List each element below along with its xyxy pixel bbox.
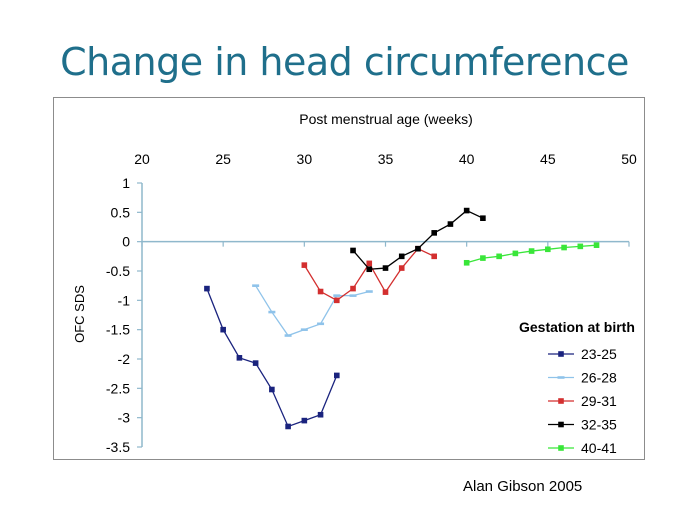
legend-swatch-marker [558,445,564,451]
legend-label: 23-25 [581,346,617,362]
series-line [352,209,484,270]
data-point [415,245,421,252]
data-point [431,253,437,260]
legend-item: 29-31 [548,393,617,409]
data-point [365,290,373,293]
legend: 23-25 26-28 29-31 32-35 40-41 [548,346,617,456]
data-point [349,294,357,297]
data-point [350,285,356,292]
series-line [206,288,338,428]
legend-item: 32-35 [548,417,617,433]
legend-item: 26-28 [548,370,617,386]
data-point [561,244,567,251]
data-point [366,260,373,267]
data-point [220,326,226,333]
data-point [301,262,308,268]
y-tick-label: -3.5 [106,439,130,455]
x-tick-label: 30 [297,151,313,167]
data-point [480,215,486,221]
y-tick-label: -3 [118,410,131,426]
y-axis-title: OFC SDS [72,285,87,343]
data-point [252,284,260,287]
series-32-35 [350,207,486,273]
legend-title: Gestation at birth [519,319,635,335]
data-point [317,322,325,326]
data-point [334,297,340,304]
y-tick-label: -1.5 [106,322,130,338]
data-point [300,328,308,331]
data-point [252,360,259,366]
data-point [382,265,389,271]
data-point [496,253,502,260]
legend-item: 40-41 [548,440,617,456]
y-tick-label: 1 [122,175,130,191]
axes: 1 0.5 0 -0.5 -1 -1.5 -2 -2.5 -3 -3.5 20 25 30 35 40 45 5… [106,151,637,455]
y-tick-label: -0.5 [106,263,130,279]
x-tick-label: 40 [459,151,475,167]
data-point [301,417,308,424]
data-point [284,334,292,337]
author-credit: Alan Gibson 2005 [463,478,583,495]
series-layer [204,207,600,430]
y-tick-label: 0 [122,234,130,250]
data-point [236,355,243,361]
data-point [382,289,389,295]
x-tick-label: 25 [215,151,231,167]
data-point [269,386,275,393]
legend-label: 40-41 [581,440,617,456]
data-point [350,247,356,254]
growth-chart: Post menstrual age (weeks) OFC SDS Gesta… [72,111,637,456]
data-point [463,207,470,214]
legend-swatch-marker [558,351,564,357]
data-point [577,243,584,250]
data-point [398,265,405,271]
slide-title: Change in head circumference [60,40,629,84]
legend-swatch-marker [557,376,565,379]
legend-label: 26-28 [581,370,617,386]
x-tick-label: 50 [621,151,637,167]
legend-swatch-marker [558,421,564,428]
x-tick-label: 20 [134,151,150,167]
data-point [480,255,486,261]
data-point [204,285,210,292]
legend-item: 23-25 [548,346,617,362]
series-line [466,244,597,264]
legend-swatch-marker [558,398,564,404]
x-axis-title: Post menstrual age (weeks) [299,111,473,127]
series-line [255,285,370,337]
series-29-31 [301,245,437,304]
y-tick-label: 0.5 [111,204,131,220]
series-40-41 [463,242,600,266]
data-point [317,288,324,295]
data-point [528,248,535,254]
data-point [431,230,437,236]
y-tick-label: -2.5 [106,380,130,396]
y-tick-label: -1 [118,292,131,308]
data-point [398,253,405,260]
data-point [463,259,470,266]
data-point [268,310,276,314]
data-point [545,246,551,253]
data-point [512,250,519,257]
chart-frame: Post menstrual age (weeks) OFC SDS Gesta… [53,97,645,460]
x-tick-label: 35 [378,151,394,167]
series-23-25 [204,285,340,430]
data-point [317,411,324,418]
data-point [333,294,341,297]
data-point [334,372,340,379]
legend-label: 29-31 [581,393,617,409]
data-point [366,266,373,273]
series-26-28 [252,284,373,337]
data-point [285,423,291,430]
data-point [447,221,454,227]
x-tick-label: 45 [540,151,556,167]
legend-label: 32-35 [581,417,617,433]
y-tick-label: -2 [118,351,131,367]
data-point [593,242,600,248]
